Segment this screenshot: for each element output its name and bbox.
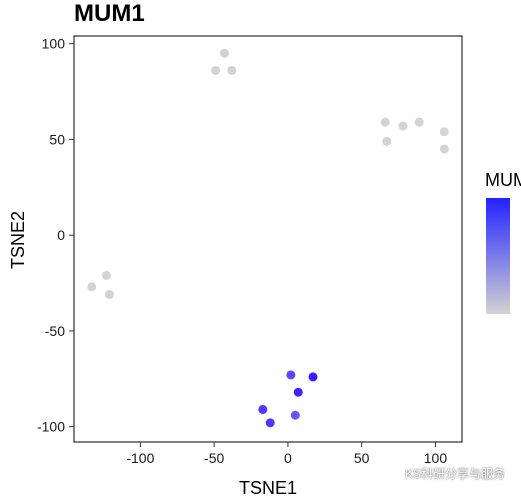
y-tick-label: 50 bbox=[49, 131, 65, 147]
x-tick-label: -50 bbox=[204, 450, 224, 466]
data-point bbox=[439, 144, 449, 154]
x-tick-label: 50 bbox=[354, 450, 370, 466]
y-tick-label: -100 bbox=[37, 419, 65, 435]
x-tick-label: -100 bbox=[126, 450, 154, 466]
x-axis-label: TSNE1 bbox=[239, 478, 297, 498]
data-point bbox=[211, 65, 221, 75]
data-point bbox=[414, 117, 424, 127]
data-point bbox=[227, 65, 237, 75]
data-point bbox=[308, 372, 318, 382]
data-point bbox=[101, 270, 111, 280]
data-point bbox=[104, 290, 114, 300]
data-point bbox=[439, 127, 449, 137]
y-tick-label: 0 bbox=[57, 227, 65, 243]
legend-colorbar bbox=[486, 198, 510, 314]
y-tick-label: -50 bbox=[45, 323, 65, 339]
plot-panel bbox=[73, 35, 463, 443]
x-tick-label: 0 bbox=[284, 450, 292, 466]
data-point bbox=[258, 404, 268, 414]
x-tick-label: 100 bbox=[424, 450, 448, 466]
data-point bbox=[87, 282, 97, 292]
data-point bbox=[382, 136, 392, 146]
y-axis-label: TSNE2 bbox=[8, 211, 28, 269]
legend-title: MUM bbox=[485, 170, 521, 190]
data-point bbox=[290, 410, 300, 420]
watermark: KS科研分享与服务 bbox=[404, 467, 505, 481]
data-point bbox=[380, 117, 390, 127]
y-tick-label: 100 bbox=[42, 36, 66, 52]
chart-title: MUM1 bbox=[74, 0, 145, 27]
data-point bbox=[398, 121, 408, 131]
data-point bbox=[293, 387, 303, 397]
data-point bbox=[219, 48, 229, 58]
data-point bbox=[265, 418, 275, 428]
data-point bbox=[286, 370, 296, 380]
